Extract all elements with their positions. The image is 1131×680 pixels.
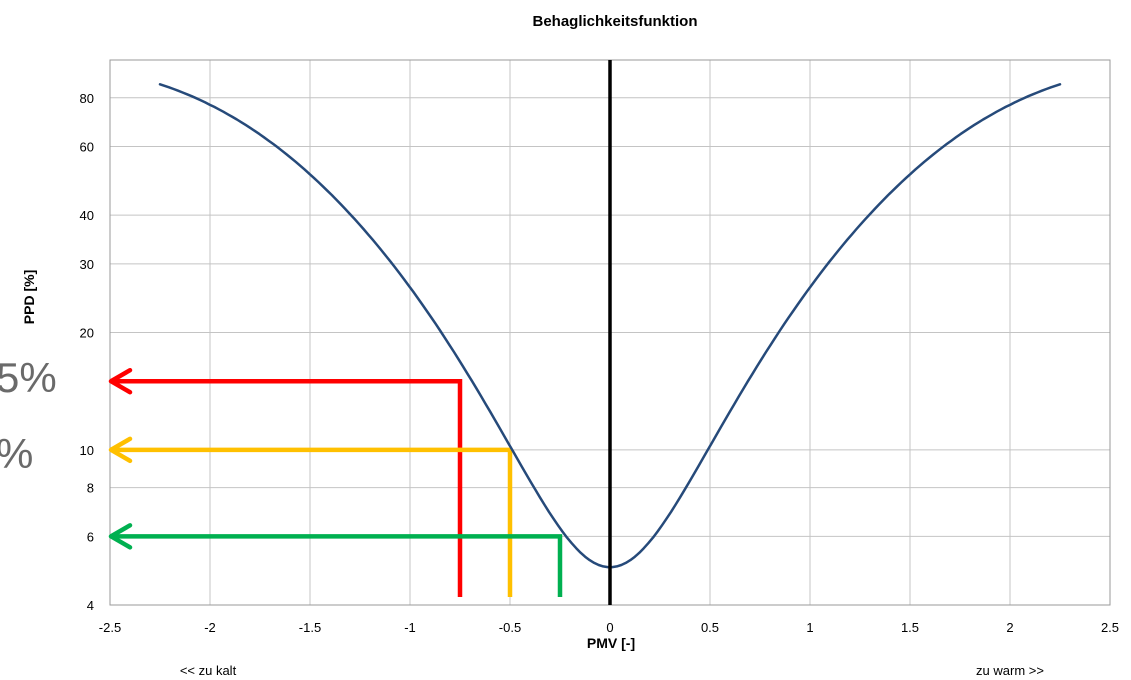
reference-arrowhead-2 [108, 523, 133, 550]
x-tick-label-5: 0 [606, 620, 613, 635]
y-tick-label-4: 20 [80, 326, 94, 341]
x-tick-label-9: 2 [1006, 620, 1013, 635]
reference-line-1 [114, 447, 513, 597]
x-tick-label-6: 0.5 [701, 620, 719, 635]
y-tick-label-5: 30 [80, 257, 94, 272]
too-cold-label: << zu kalt [180, 663, 237, 678]
side-label-1: 5% [0, 354, 57, 401]
y-tick-label-8: 80 [80, 91, 94, 106]
reference-arrowhead-0 [108, 367, 133, 395]
y-tick-label-7: 60 [80, 139, 94, 154]
too-warm-label: zu warm >> [976, 663, 1044, 678]
y-tick-label-3: 10 [80, 443, 94, 458]
reference-line-0 [114, 378, 463, 597]
x-tick-label-8: 1.5 [901, 620, 919, 635]
side-label-2: % [0, 430, 33, 477]
reference-lines [108, 367, 563, 597]
reference-arrowhead-1 [108, 436, 133, 464]
y-tick-label-1: 6 [87, 529, 94, 544]
x-tick-label-7: 1 [806, 620, 813, 635]
x-tick-label-10: 2.5 [1101, 620, 1119, 635]
x-tick-label-2: -1.5 [299, 620, 321, 635]
y-tick-label-2: 8 [87, 481, 94, 496]
reference-line-2 [114, 534, 563, 597]
x-axis-label: PMV [-] [587, 635, 635, 651]
y-tick-label-0: 4 [87, 598, 94, 613]
chart-title: Behaglichkeitsfunktion [532, 13, 697, 30]
tick-labels: -2.5 -2 -1.5 -1 -0.5 0 0.5 1 1.5 2 2.5 4 6 8 10 20 30 40 6… [80, 91, 1120, 635]
x-tick-label-4: -0.5 [499, 620, 521, 635]
y-axis-label: PPD [%] [21, 270, 37, 324]
x-tick-label-0: -2.5 [99, 620, 121, 635]
x-tick-label-3: -1 [404, 620, 416, 635]
y-tick-label-6: 40 [80, 208, 94, 223]
x-tick-label-1: -2 [204, 620, 216, 635]
